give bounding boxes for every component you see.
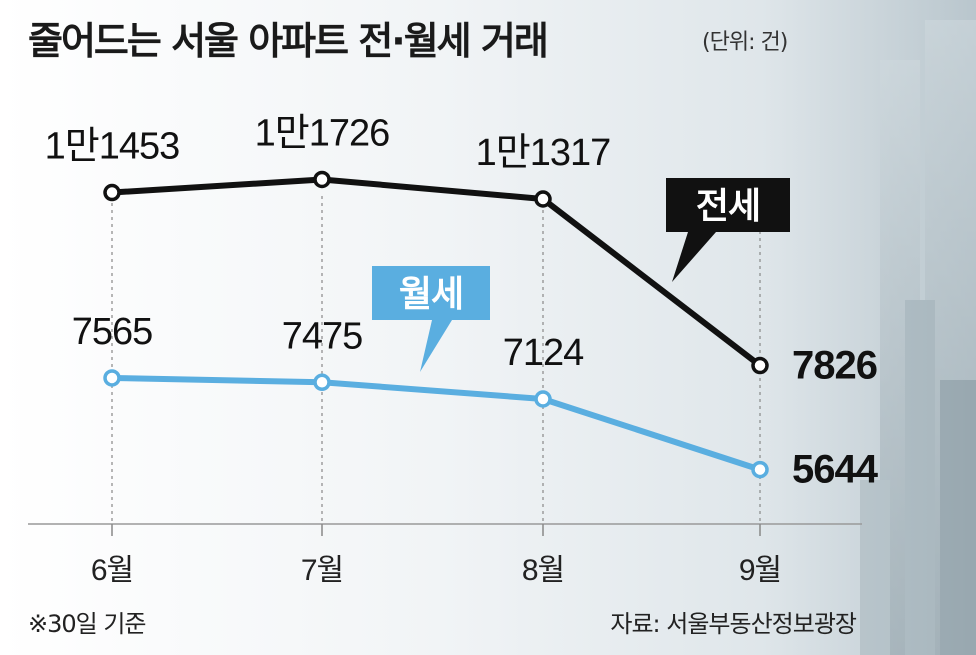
data-label: 7124 bbox=[503, 332, 584, 374]
data-point bbox=[313, 373, 331, 392]
grid-lines bbox=[111, 196, 761, 524]
series-line-wolse bbox=[111, 374, 761, 473]
x-tick-label: 7월 bbox=[301, 554, 343, 587]
data-label: 5644 bbox=[792, 448, 879, 492]
callout-label-jeonse: 전세 bbox=[696, 185, 760, 226]
data-label: 1만1726 bbox=[255, 112, 390, 154]
data-point bbox=[534, 390, 552, 408]
data-label: 7475 bbox=[282, 315, 363, 357]
series-lines bbox=[103, 170, 769, 479]
data-point bbox=[103, 369, 121, 387]
x-tick-label: 6월 bbox=[91, 554, 133, 587]
data-label: 1만1453 bbox=[45, 126, 180, 168]
data-point bbox=[534, 190, 552, 208]
data-label: 7565 bbox=[72, 311, 153, 353]
unit-note: (단위: 건) bbox=[702, 30, 788, 55]
source-note: 자료: 서울부동산정보광장 bbox=[610, 610, 857, 638]
value-labels: 1만1453 1만1726 1만1317 7826 7565 7475 7124 5644 bbox=[45, 112, 880, 492]
skyline-decoration bbox=[860, 20, 976, 655]
callout-box-wolse bbox=[372, 266, 490, 372]
callout-box-jeonse bbox=[666, 178, 790, 282]
data-label: 7826 bbox=[792, 344, 877, 388]
data-point bbox=[751, 460, 769, 479]
footnote: ※30일 기준 bbox=[28, 610, 147, 638]
data-point bbox=[751, 356, 769, 375]
callout-label-wolse: 월세 bbox=[399, 273, 463, 314]
data-label: 1만1317 bbox=[476, 132, 611, 174]
series-line-jeonse bbox=[111, 176, 762, 368]
data-point bbox=[313, 170, 331, 189]
x-axis-ticks: 6월 7월 8월 9월 bbox=[91, 524, 782, 587]
x-tick-label: 9월 bbox=[739, 554, 781, 587]
chart-title: 줄어드는 서울 아파트 전·월세 거래 bbox=[28, 19, 549, 63]
data-point bbox=[103, 183, 121, 202]
x-tick-label: 8월 bbox=[522, 554, 564, 587]
